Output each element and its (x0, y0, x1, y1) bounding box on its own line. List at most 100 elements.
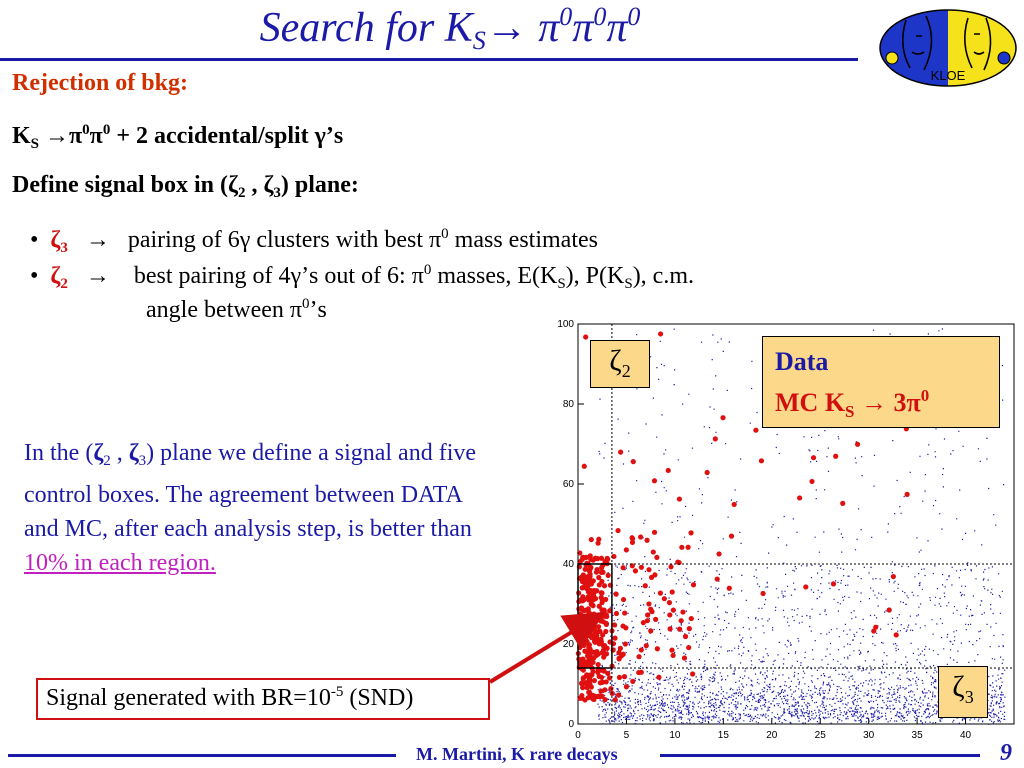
plot-legend: Data MC KS → 3π0 (762, 336, 1000, 428)
mc-point (579, 605, 585, 611)
mc-point (681, 655, 688, 661)
mc-point (605, 670, 611, 677)
page-number: 9 (1000, 740, 1012, 766)
title-underline (0, 58, 858, 61)
mc-point (621, 674, 628, 680)
mc-point (753, 427, 759, 433)
mc-point (668, 564, 674, 570)
mc-point (620, 651, 626, 657)
mc-point (690, 582, 697, 588)
mc-point (607, 608, 613, 614)
mc-point (758, 458, 765, 464)
mc-point (871, 628, 877, 634)
mc-point (629, 535, 635, 541)
mc-point (599, 650, 605, 656)
mc-point (602, 558, 608, 565)
mc-point (716, 551, 722, 557)
x-tick-label: 20 (766, 730, 778, 741)
mc-point (665, 467, 671, 474)
mc-point (596, 603, 602, 609)
mc-point (620, 565, 626, 571)
mc-point (704, 469, 710, 476)
mc-point (580, 685, 586, 691)
mc-point (579, 585, 585, 591)
mc-point (648, 574, 655, 581)
mc-point (666, 600, 673, 606)
footer-author: M. Martini, K rare decays (416, 744, 618, 764)
bullet-zeta3: • ζ3 → pairing of 6γ clusters with best … (30, 226, 598, 256)
mc-point (615, 527, 621, 534)
mc-point (582, 566, 588, 572)
mc-point (682, 633, 689, 640)
mc-point (678, 618, 684, 624)
mc-point (648, 606, 654, 612)
mc-point (670, 652, 676, 659)
mc-point (580, 667, 586, 673)
x-tick-label: 15 (718, 730, 730, 741)
mc-point (651, 529, 658, 535)
mc-point (661, 596, 667, 602)
kloe-logo: KLOE (879, 9, 1017, 87)
zeta3-axis-label: ζ3 (938, 666, 988, 718)
mc-point (650, 549, 656, 555)
mc-point (904, 491, 910, 498)
mc-point (679, 544, 685, 550)
mc-point (629, 563, 635, 569)
mc-point (577, 660, 584, 667)
mc-point (592, 556, 598, 562)
mc-point (830, 581, 837, 587)
mc-point (599, 679, 605, 685)
mc-point (646, 601, 652, 607)
mc-point (840, 500, 846, 506)
mc-point (598, 688, 604, 694)
mc-point (580, 675, 587, 681)
mc-point (613, 591, 619, 597)
mc-point (589, 602, 595, 608)
mc-point (581, 463, 587, 469)
callout-arrow (488, 611, 605, 684)
mc-point (809, 478, 815, 485)
mc-point (605, 572, 611, 578)
mc-point (583, 334, 589, 340)
mc-point (644, 537, 650, 543)
mc-point (601, 583, 608, 589)
mc-point (591, 655, 597, 661)
mc-point (676, 496, 683, 502)
mc-point (596, 582, 602, 588)
mc-point (606, 675, 613, 681)
mc-point (636, 654, 642, 660)
mc-point (686, 644, 692, 651)
mc-point (613, 610, 620, 617)
mc-point (585, 574, 592, 580)
x-tick-label: 30 (863, 730, 875, 741)
mc-point (720, 415, 726, 421)
mc-point (591, 696, 597, 702)
mc-point (577, 550, 583, 556)
mc-point (594, 588, 600, 594)
mc-point (657, 331, 664, 337)
mc-point (604, 613, 610, 620)
mc-point (612, 697, 618, 703)
highlight-link[interactable]: 10% in each region. (24, 550, 216, 576)
mc-point (622, 641, 628, 647)
mc-point (629, 539, 636, 546)
mc-point (595, 540, 601, 546)
mc-point (617, 645, 623, 651)
logo-text: KLOE (931, 68, 966, 83)
mc-point (656, 674, 662, 680)
y-tick-label: 40 (563, 559, 575, 570)
mc-point (583, 554, 589, 560)
mc-point (651, 478, 658, 484)
description-paragraph: In the (ζ2 , ζ3) plane we define a signa… (24, 440, 477, 576)
mc-point (580, 656, 586, 662)
mc-point (873, 624, 879, 630)
x-tick-label: 35 (912, 730, 924, 741)
bullet-zeta2-continued: angle between π0’s (146, 296, 327, 323)
mc-point (726, 585, 732, 591)
mc-point (601, 607, 607, 613)
mc-point (645, 612, 651, 618)
mc-point (618, 449, 624, 455)
mc-point (588, 581, 595, 587)
signal-note-box: Signal generated with BR=10-5 (SND) (36, 678, 490, 720)
rejection-heading: Rejection of bkg: (12, 70, 188, 96)
